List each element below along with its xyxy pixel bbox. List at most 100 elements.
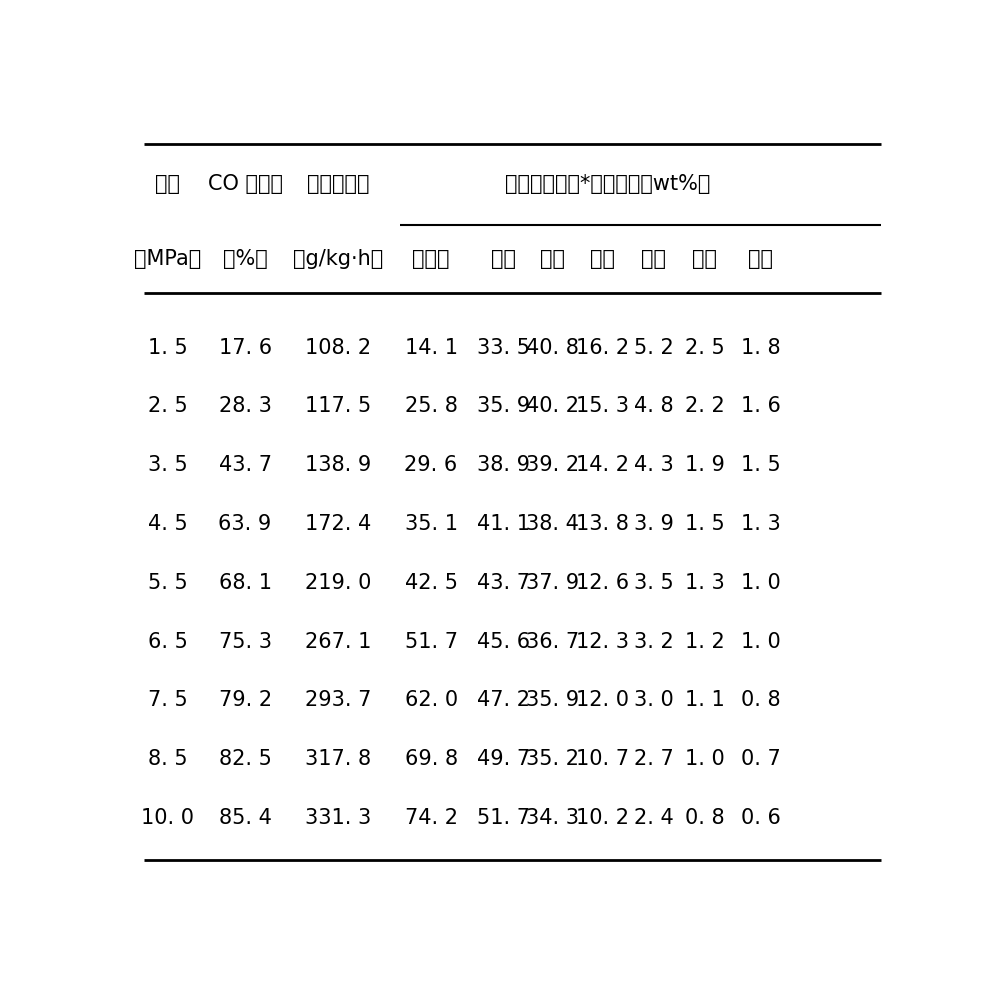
Text: 35. 1: 35. 1	[405, 514, 458, 534]
Text: 5. 5: 5. 5	[148, 573, 188, 593]
Text: 138. 9: 138. 9	[305, 456, 371, 475]
Text: 74. 2: 74. 2	[405, 808, 458, 828]
Text: 3. 9: 3. 9	[634, 514, 673, 534]
Text: 3. 5: 3. 5	[148, 456, 188, 475]
Text: 219. 0: 219. 0	[305, 573, 371, 593]
Text: 4. 3: 4. 3	[634, 456, 673, 475]
Text: （MPa）: （MPa）	[134, 249, 201, 269]
Text: 85. 4: 85. 4	[219, 808, 272, 828]
Text: （g/kg·h）: （g/kg·h）	[293, 249, 383, 269]
Text: 62. 0: 62. 0	[405, 690, 458, 711]
Text: 108. 2: 108. 2	[305, 338, 371, 357]
Text: 13. 8: 13. 8	[576, 514, 629, 534]
Text: 16. 2: 16. 2	[576, 338, 629, 357]
Text: 17. 6: 17. 6	[219, 338, 272, 357]
Text: （%）: （%）	[223, 249, 268, 269]
Text: 10. 2: 10. 2	[576, 808, 629, 828]
Text: 35. 2: 35. 2	[526, 749, 579, 769]
Text: 41. 1: 41. 1	[477, 514, 530, 534]
Text: 14. 2: 14. 2	[576, 456, 629, 475]
Text: 3. 5: 3. 5	[634, 573, 673, 593]
Text: 28. 3: 28. 3	[219, 397, 272, 416]
Text: 1. 1: 1. 1	[685, 690, 725, 711]
Text: 甲醇: 甲醇	[491, 249, 516, 269]
Text: 1. 5: 1. 5	[148, 338, 188, 357]
Text: 低碳醇: 低碳醇	[412, 249, 450, 269]
Text: 6. 5: 6. 5	[148, 631, 188, 652]
Text: 39. 2: 39. 2	[526, 456, 579, 475]
Text: 117. 5: 117. 5	[305, 397, 371, 416]
Text: 68. 1: 68. 1	[219, 573, 272, 593]
Text: 42. 5: 42. 5	[405, 573, 458, 593]
Text: 35. 9: 35. 9	[477, 397, 530, 416]
Text: 10. 0: 10. 0	[141, 808, 194, 828]
Text: 1. 0: 1. 0	[741, 573, 780, 593]
Text: 51. 7: 51. 7	[477, 808, 530, 828]
Text: 压力: 压力	[155, 175, 180, 194]
Text: 267. 1: 267. 1	[305, 631, 371, 652]
Text: 79. 2: 79. 2	[219, 690, 272, 711]
Text: 2. 5: 2. 5	[148, 397, 188, 416]
Text: 1. 8: 1. 8	[741, 338, 780, 357]
Text: 45. 6: 45. 6	[477, 631, 530, 652]
Text: 43. 7: 43. 7	[219, 456, 272, 475]
Text: CO 转化率: CO 转化率	[208, 175, 283, 194]
Text: 40. 8: 40. 8	[526, 338, 579, 357]
Text: 2. 7: 2. 7	[634, 749, 673, 769]
Text: 1. 3: 1. 3	[685, 573, 725, 593]
Text: 7. 5: 7. 5	[148, 690, 188, 711]
Text: 丙醇: 丙醇	[590, 249, 615, 269]
Text: 69. 8: 69. 8	[405, 749, 458, 769]
Text: 10. 7: 10. 7	[576, 749, 629, 769]
Text: 1. 6: 1. 6	[741, 397, 780, 416]
Text: 317. 8: 317. 8	[305, 749, 371, 769]
Text: 12. 0: 12. 0	[576, 690, 629, 711]
Text: 40. 2: 40. 2	[526, 397, 579, 416]
Text: 36. 7: 36. 7	[526, 631, 579, 652]
Text: 2. 5: 2. 5	[685, 338, 725, 357]
Text: 29. 6: 29. 6	[404, 456, 458, 475]
Text: 33. 5: 33. 5	[477, 338, 530, 357]
Text: 1. 3: 1. 3	[741, 514, 780, 534]
Text: 14. 1: 14. 1	[405, 338, 458, 357]
Text: 4. 8: 4. 8	[634, 397, 673, 416]
Text: 172. 4: 172. 4	[305, 514, 371, 534]
Text: 低碳醇产率: 低碳醇产率	[307, 175, 369, 194]
Text: 2. 2: 2. 2	[685, 397, 725, 416]
Text: 38. 9: 38. 9	[477, 456, 530, 475]
Text: 1. 5: 1. 5	[741, 456, 780, 475]
Text: 低碳醇选择性*及醇分布（wt%）: 低碳醇选择性*及醇分布（wt%）	[505, 175, 710, 194]
Text: 47. 2: 47. 2	[477, 690, 530, 711]
Text: 0. 8: 0. 8	[741, 690, 780, 711]
Text: 1. 2: 1. 2	[685, 631, 725, 652]
Text: 25. 8: 25. 8	[405, 397, 458, 416]
Text: 5. 2: 5. 2	[634, 338, 673, 357]
Text: 乙醇: 乙醇	[540, 249, 565, 269]
Text: 37. 9: 37. 9	[526, 573, 579, 593]
Text: 0. 7: 0. 7	[741, 749, 780, 769]
Text: 1. 0: 1. 0	[685, 749, 725, 769]
Text: 34. 3: 34. 3	[526, 808, 579, 828]
Text: 12. 6: 12. 6	[576, 573, 629, 593]
Text: 15. 3: 15. 3	[576, 397, 629, 416]
Text: 1. 0: 1. 0	[741, 631, 780, 652]
Text: 293. 7: 293. 7	[305, 690, 371, 711]
Text: 75. 3: 75. 3	[219, 631, 272, 652]
Text: 63. 9: 63. 9	[218, 514, 272, 534]
Text: 51. 7: 51. 7	[405, 631, 458, 652]
Text: 331. 3: 331. 3	[305, 808, 371, 828]
Text: 8. 5: 8. 5	[148, 749, 187, 769]
Text: 丁醇: 丁醇	[641, 249, 666, 269]
Text: 12. 3: 12. 3	[576, 631, 629, 652]
Text: 82. 5: 82. 5	[219, 749, 272, 769]
Text: 0. 6: 0. 6	[741, 808, 780, 828]
Text: 1. 5: 1. 5	[685, 514, 725, 534]
Text: 2. 4: 2. 4	[634, 808, 673, 828]
Text: 4. 5: 4. 5	[148, 514, 188, 534]
Text: 戊醇: 戊醇	[692, 249, 717, 269]
Text: 43. 7: 43. 7	[477, 573, 530, 593]
Text: 其他: 其他	[748, 249, 773, 269]
Text: 38. 4: 38. 4	[526, 514, 579, 534]
Text: 3. 2: 3. 2	[634, 631, 673, 652]
Text: 1. 9: 1. 9	[685, 456, 725, 475]
